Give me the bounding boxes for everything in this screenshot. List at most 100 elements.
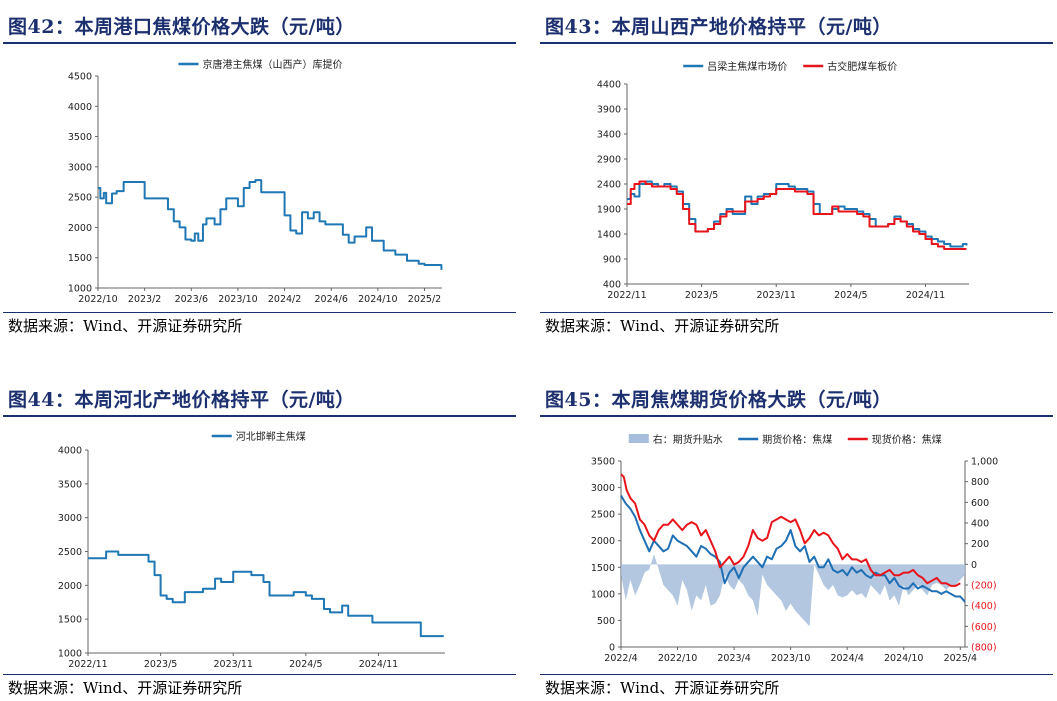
x-tick-label: 2023/11 [757, 290, 796, 301]
panel-fig45: 图45：本周焦煤期货价格大跌（元/吨） 0 500 1000 1500 2000 2500… [537, 375, 1057, 701]
series-line [620, 473, 961, 587]
x-tick-label: 2024/10 [884, 653, 923, 664]
y-tick-label: 4400 [597, 80, 621, 91]
x-tick-label: 2023/5 [685, 290, 718, 301]
y-right-tick-label: (400) [971, 601, 997, 612]
chart-fig43: 400 900 1400 1900 2400 2900 3400 3900 4400 2022/1… [597, 60, 969, 301]
legend-label: 古交肥煤车板价 [827, 60, 897, 73]
legend-label: 期货价格：焦煤 [762, 433, 832, 446]
series-line [620, 495, 966, 603]
y-tick-label: 900 [603, 255, 621, 266]
chart-fig42: 1000 1500 2000 2500 3000 3500 4000 4500 2022/10 2… [68, 58, 443, 305]
title-rule [540, 415, 1053, 417]
chart-fig44: 1000 1500 2000 2500 3000 3500 4000 2022/11 2023/… [58, 430, 445, 670]
x-tick-label: 2023/10 [771, 653, 810, 664]
x-tick-label: 2024/4 [830, 653, 863, 664]
y-tick-label: 1500 [58, 615, 82, 626]
panel-fig43: 图43：本周山西产地价格持平（元/吨） 400 900 1400 1900 2400 29… [537, 0, 1057, 345]
y-tick-label: 0 [609, 643, 615, 654]
x-tick-label: 2022/11 [68, 659, 107, 670]
bottom-rule [540, 312, 1053, 313]
y-right-tick-label: 400 [971, 519, 989, 530]
y-right-tick-label: (600) [971, 622, 997, 633]
y-tick-label: 3500 [591, 457, 615, 468]
legend-label: 右：期货升贴水 [653, 433, 723, 446]
source-note: 数据来源：Wind、开源证券研究所 [8, 317, 243, 335]
y-tick-label: 2500 [591, 510, 615, 521]
bottom-rule [3, 674, 516, 675]
panel-fig44: 图44：本周河北产地价格持平（元/吨） 1000 1500 2000 2500 3000… [0, 375, 520, 701]
x-tick-label: 2025/4 [944, 653, 977, 664]
x-tick-label: 2022/10 [658, 653, 697, 664]
x-tick-label: 2023/4 [717, 653, 750, 664]
y-tick-label: 3500 [68, 132, 92, 143]
x-tick-label: 2023/10 [218, 294, 257, 305]
x-tick-label: 2023/11 [213, 659, 252, 670]
y-tick-label: 400 [603, 280, 621, 291]
x-tick-label: 2023/5 [144, 659, 177, 670]
y-tick-label: 1500 [591, 563, 615, 574]
y-tick-label: 1000 [68, 284, 92, 295]
y-right-tick-label: 800 [971, 477, 989, 488]
y-tick-label: 3400 [597, 130, 621, 141]
y-tick-label: 2000 [58, 581, 82, 592]
bottom-rule [3, 312, 516, 313]
x-tick-label: 2024/5 [289, 659, 322, 670]
y-tick-label: 3000 [68, 162, 92, 173]
y-tick-label: 4000 [68, 102, 92, 113]
y-right-tick-label: 1,000 [971, 457, 998, 468]
series-line [627, 180, 967, 250]
y-right-tick-label: 600 [971, 498, 989, 509]
y-tick-label: 2500 [58, 547, 82, 558]
y-tick-label: 1400 [597, 230, 621, 241]
x-tick-label: 2024/5 [834, 290, 867, 301]
y-right-tick-label: (800) [971, 643, 997, 654]
legend-label: 河北邯郸主焦煤 [236, 430, 306, 443]
x-tick-label: 2024/10 [358, 294, 397, 305]
source-note: 数据来源：Wind、开源证券研究所 [545, 317, 780, 335]
bottom-rule [540, 674, 1053, 675]
x-tick-label: 2025/2 [408, 294, 441, 305]
legend-label: 吕梁主焦煤市场价 [707, 60, 787, 73]
legend-swatch [628, 434, 649, 443]
y-tick-label: 3000 [58, 513, 82, 524]
y-tick-label: 3900 [597, 105, 621, 116]
x-tick-label: 2022/4 [604, 653, 637, 664]
x-tick-label: 2023/6 [175, 294, 208, 305]
source-note: 数据来源：Wind、开源证券研究所 [8, 679, 243, 697]
y-tick-label: 1900 [597, 205, 621, 216]
title-rule [3, 415, 516, 417]
x-tick-label: 2024/2 [268, 294, 301, 305]
source-note: 数据来源：Wind、开源证券研究所 [545, 679, 780, 697]
y-right-tick-label: (200) [971, 581, 997, 592]
y-tick-label: 1000 [591, 589, 615, 600]
y-tick-label: 2500 [68, 193, 92, 204]
y-tick-label: 2900 [597, 155, 621, 166]
chart-title: 图44：本周河北产地价格持平（元/吨） [8, 389, 355, 411]
x-tick-label: 2024/6 [315, 294, 348, 305]
y-tick-label: 3000 [591, 483, 615, 494]
y-right-tick-label: 200 [971, 539, 989, 550]
x-tick-label: 2022/11 [607, 290, 646, 301]
legend-label: 现货价格：焦煤 [872, 433, 942, 446]
y-tick-label: 1000 [58, 649, 82, 660]
title-rule [3, 42, 516, 44]
x-tick-label: 2023/2 [128, 294, 161, 305]
series-line [98, 179, 443, 270]
panel-fig42: 图42：本周港口焦煤价格大跌（元/吨） 1000 1500 2000 2500 3000… [0, 0, 520, 345]
y-tick-label: 1500 [68, 253, 92, 264]
x-tick-label: 2022/10 [78, 294, 117, 305]
y-right-tick-label: 0 [971, 560, 977, 571]
y-tick-label: 2400 [597, 180, 621, 191]
chart-title: 图42：本周港口焦煤价格大跌（元/吨） [8, 16, 355, 38]
series-area [621, 554, 965, 627]
y-tick-label: 3500 [58, 479, 82, 490]
chart-title: 图45：本周焦煤期货价格大跌（元/吨） [545, 389, 892, 411]
chart-title: 图43：本周山西产地价格持平（元/吨） [545, 16, 892, 38]
y-tick-label: 4000 [58, 446, 82, 457]
chart-fig45: 0500100015002000250030003500(800)(600)(4… [591, 433, 998, 664]
legend-label: 京唐港主焦煤（山西产）库提价 [203, 58, 343, 71]
series-line [88, 550, 444, 638]
title-rule [540, 42, 1053, 44]
y-tick-label: 500 [597, 616, 615, 627]
